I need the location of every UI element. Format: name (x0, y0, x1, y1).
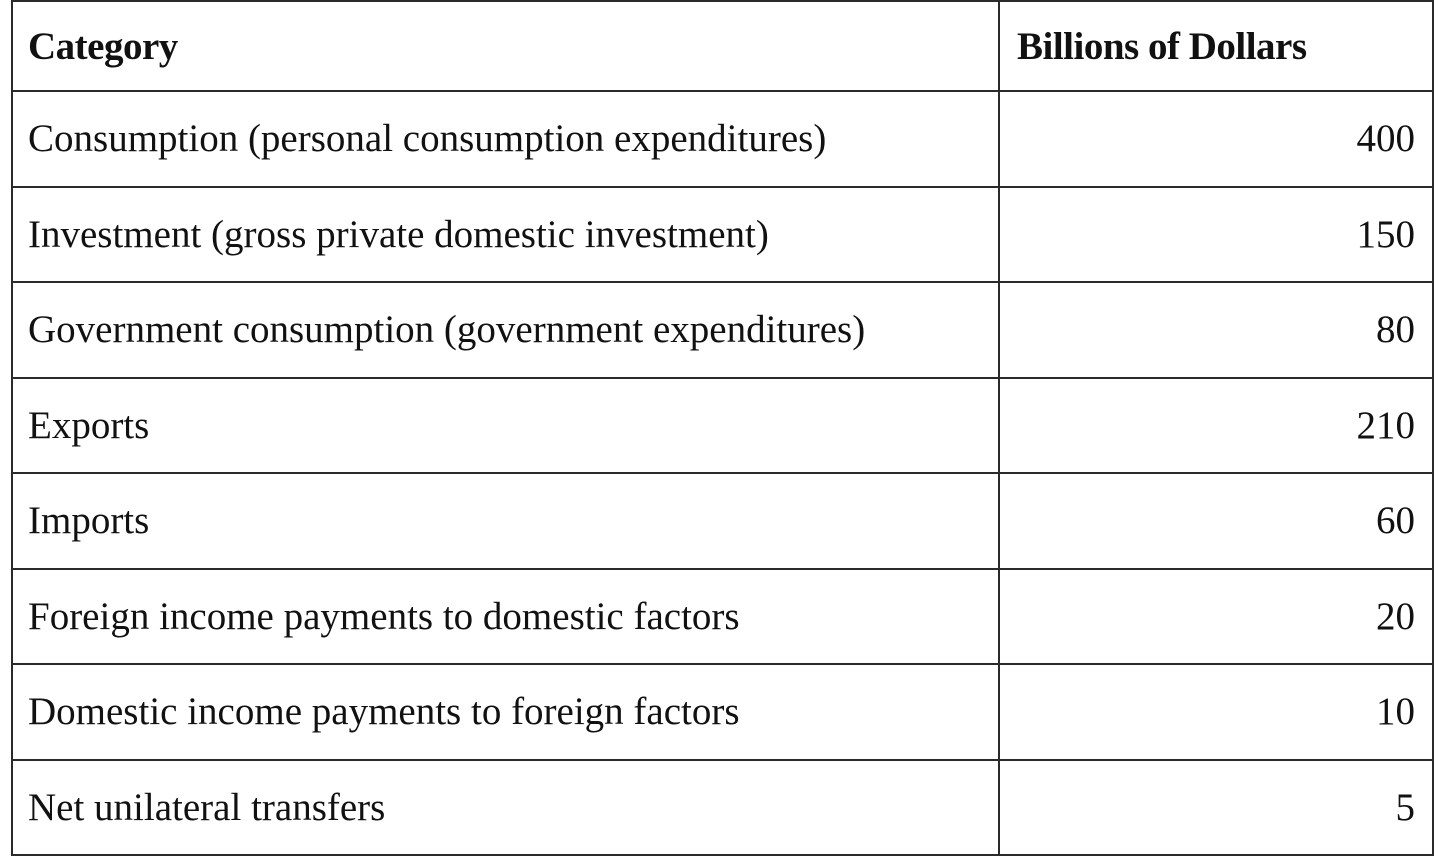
value-cell: 400 (998, 90, 1434, 188)
table-row: Consumption (personal consumption expend… (11, 90, 1434, 188)
table-row: Investment (gross private domestic inves… (11, 185, 1434, 283)
value-cell: 80 (998, 281, 1434, 379)
column-header-category: Category (11, 0, 1000, 92)
value-cell: 210 (998, 376, 1434, 474)
category-cell: Government consumption (government expen… (11, 281, 1000, 379)
category-cell: Imports (11, 472, 1000, 570)
data-table-container: Category Billions of Dollars Consumption… (11, 0, 1434, 856)
table-body: Consumption (personal consumption expend… (11, 90, 1434, 856)
table-header: Category Billions of Dollars (11, 0, 1434, 92)
table-row: Net unilateral transfers 5 (11, 758, 1434, 856)
category-cell: Exports (11, 376, 1000, 474)
table-row: Government consumption (government expen… (11, 281, 1434, 379)
table-row: Imports 60 (11, 472, 1434, 570)
value-cell: 60 (998, 472, 1434, 570)
value-cell: 150 (998, 185, 1434, 283)
category-cell: Domestic income payments to foreign fact… (11, 663, 1000, 761)
column-header-billions: Billions of Dollars (998, 0, 1434, 92)
category-cell: Consumption (personal consumption expend… (11, 90, 1000, 188)
table-row: Domestic income payments to foreign fact… (11, 663, 1434, 761)
category-cell: Investment (gross private domestic inves… (11, 185, 1000, 283)
table-row: Foreign income payments to domestic fact… (11, 567, 1434, 665)
category-cell: Net unilateral transfers (11, 758, 1000, 856)
header-row: Category Billions of Dollars (11, 0, 1434, 92)
value-cell: 10 (998, 663, 1434, 761)
category-cell: Foreign income payments to domestic fact… (11, 567, 1000, 665)
data-table: Category Billions of Dollars Consumption… (11, 0, 1434, 856)
table-row: Exports 210 (11, 376, 1434, 474)
value-cell: 5 (998, 758, 1434, 856)
value-cell: 20 (998, 567, 1434, 665)
